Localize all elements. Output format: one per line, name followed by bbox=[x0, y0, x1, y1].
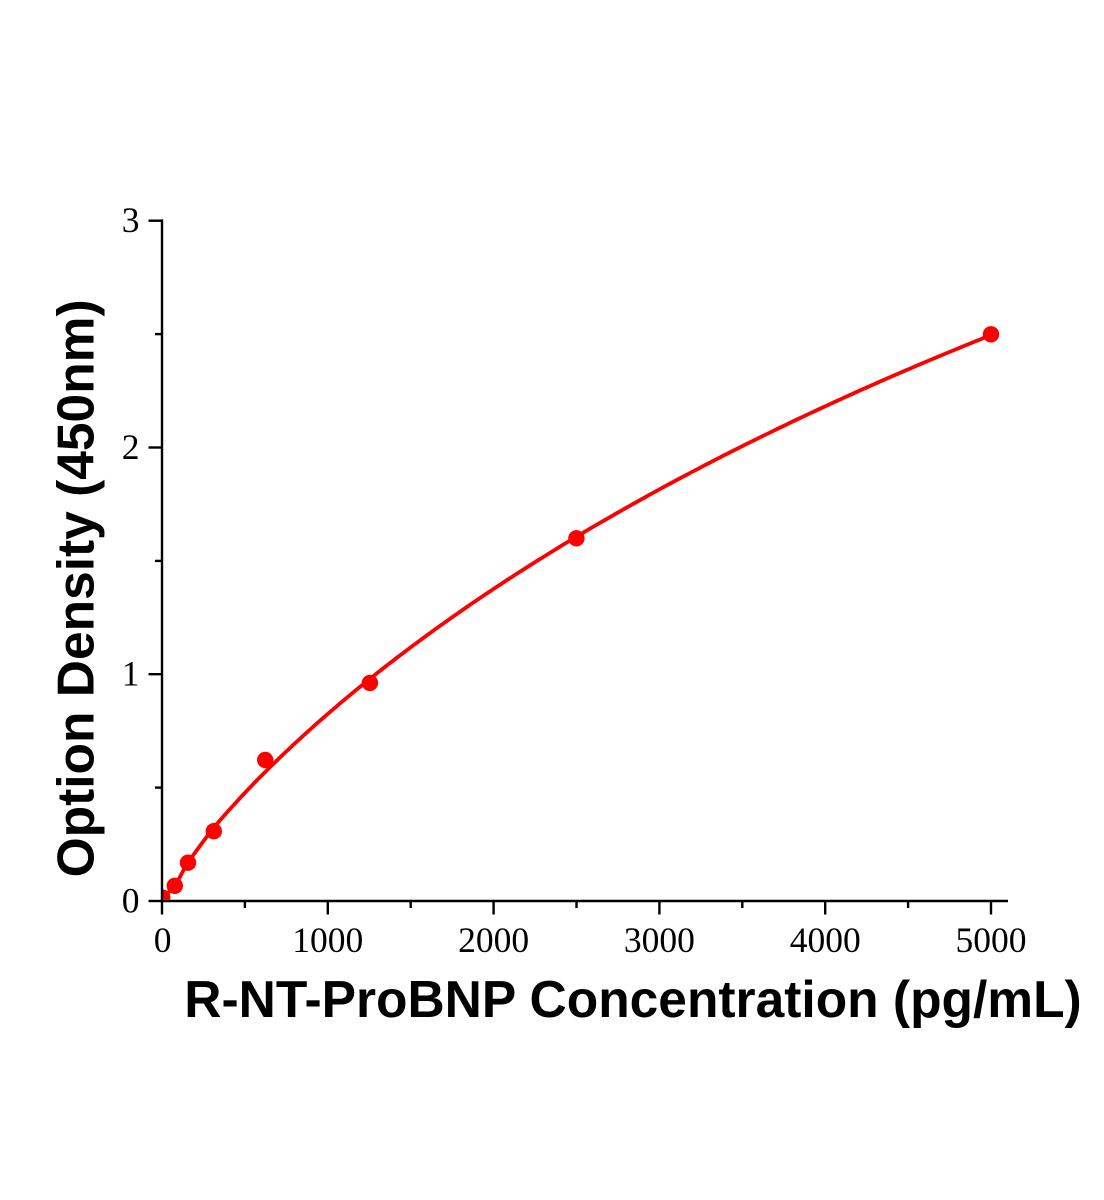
svg-text:5000: 5000 bbox=[956, 920, 1027, 960]
svg-text:3000: 3000 bbox=[624, 920, 695, 960]
svg-text:2: 2 bbox=[122, 427, 140, 467]
svg-text:0: 0 bbox=[154, 920, 172, 960]
svg-text:1: 1 bbox=[122, 654, 140, 694]
svg-text:0: 0 bbox=[122, 881, 140, 921]
svg-text:1000: 1000 bbox=[292, 920, 363, 960]
svg-text:2000: 2000 bbox=[458, 920, 529, 960]
svg-text:3: 3 bbox=[122, 200, 140, 240]
svg-text:4000: 4000 bbox=[790, 920, 861, 960]
svg-text:R-NT-ProBNP Concentration (pg/: R-NT-ProBNP Concentration (pg/mL) bbox=[184, 970, 1081, 1028]
svg-text:Option Density (450nm): Option Density (450nm) bbox=[47, 299, 105, 877]
